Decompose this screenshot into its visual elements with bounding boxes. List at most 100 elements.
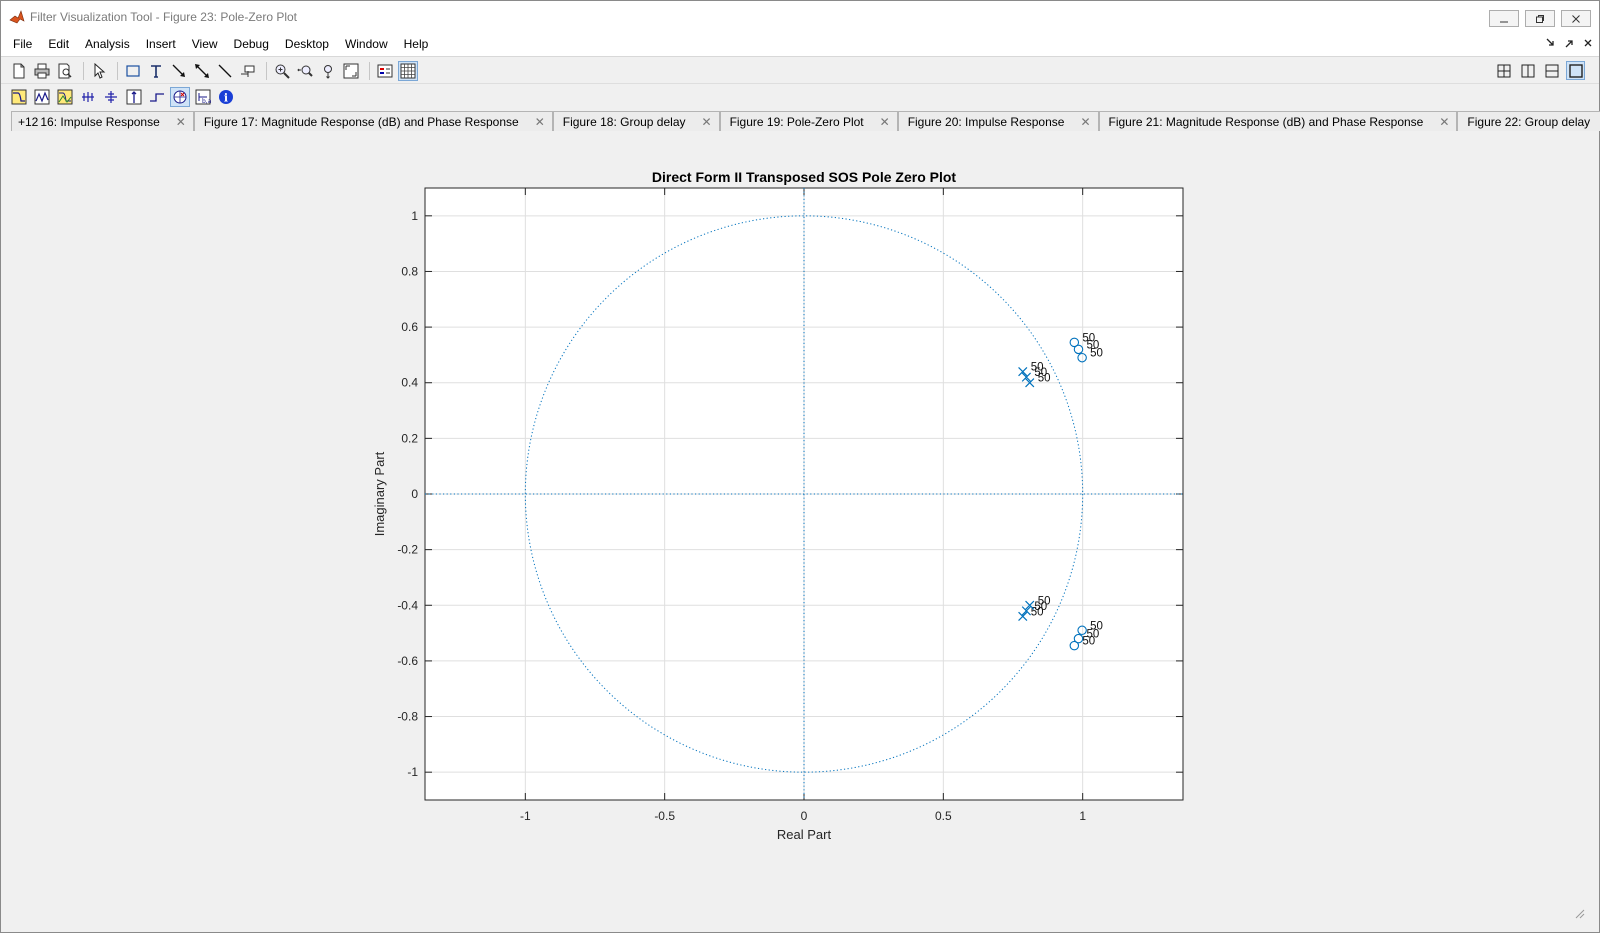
- group-delay-button[interactable]: [78, 87, 98, 107]
- zoom-x-button[interactable]: [295, 61, 315, 81]
- data-cursor-button[interactable]: [238, 61, 258, 81]
- new-figure-icon: [13, 63, 25, 78]
- menu-desktop[interactable]: Desktop: [284, 37, 329, 51]
- tab-label: Figure 19: Pole-Zero Plot: [729, 114, 864, 129]
- magnitude-phase-button[interactable]: [55, 87, 75, 107]
- fvtool-analysis-toolbar: b,a i: [1, 84, 1599, 110]
- svg-text:b,a: b,a: [202, 98, 211, 105]
- y-tick-label: -1: [407, 765, 418, 779]
- insert-double-arrow-button[interactable]: [192, 61, 212, 81]
- menu-close-icon[interactable]: [1583, 37, 1593, 49]
- filter-info-button[interactable]: i: [216, 87, 236, 107]
- restore-button[interactable]: [1525, 10, 1555, 27]
- x-tick-label: 1: [1079, 809, 1086, 823]
- tab-close-icon[interactable]: ✕: [1439, 114, 1450, 129]
- phase-response-button[interactable]: [32, 87, 52, 107]
- print-preview-button[interactable]: [55, 61, 75, 81]
- print-button[interactable]: [32, 61, 52, 81]
- zero-marker: [1077, 625, 1087, 636]
- zero-marker: [1073, 633, 1084, 644]
- tab-close-icon[interactable]: ✕: [1080, 114, 1091, 129]
- menu-analysis[interactable]: Analysis: [85, 37, 130, 51]
- zero-multiplicity-label: 50: [1086, 629, 1099, 641]
- plot-title: Direct Form II Transposed SOS Pole Zero …: [652, 169, 957, 185]
- print-preview-icon: [58, 63, 72, 78]
- phase-response-icon: [34, 89, 50, 105]
- title-bar: Filter Visualization Tool - Figure 23: P…: [1, 1, 1599, 32]
- close-button[interactable]: [1561, 10, 1591, 27]
- maximize-layout-button[interactable]: [1566, 61, 1585, 80]
- x-tick-label: -0.5: [654, 809, 675, 823]
- menu-help[interactable]: Help: [403, 37, 429, 51]
- tab-figure-22[interactable]: Figure 22: Group delay ✕: [1457, 111, 1600, 131]
- zoom-fit-icon: [343, 63, 359, 78]
- menu-view[interactable]: View: [191, 37, 218, 51]
- y-tick-label: 0.6: [401, 320, 418, 334]
- tab-figure-18[interactable]: Figure 18: Group delay ✕: [552, 111, 720, 131]
- insert-line-button[interactable]: [215, 61, 235, 81]
- hidden-tabs-count[interactable]: +12: [18, 114, 39, 129]
- tab-close-icon[interactable]: ✕: [701, 114, 712, 129]
- menu-file[interactable]: File: [13, 37, 33, 51]
- zoom-out-icon: [297, 65, 313, 77]
- pan-icon: [324, 64, 332, 79]
- resize-grip-icon[interactable]: [1575, 909, 1585, 919]
- phase-delay-icon: [105, 91, 117, 103]
- insert-rectangle-button[interactable]: [123, 61, 143, 81]
- impulse-response-button[interactable]: [124, 87, 144, 107]
- legend-button[interactable]: [375, 61, 395, 81]
- menu-edit[interactable]: Edit: [48, 37, 70, 51]
- menu-window[interactable]: Window: [344, 37, 388, 51]
- tab-close-icon[interactable]: ✕: [534, 114, 545, 129]
- y-tick-label: 0: [411, 487, 418, 501]
- tab-figure-17[interactable]: Figure 17: Magnitude Response (dB) and P…: [193, 111, 553, 131]
- minimize-button[interactable]: [1489, 10, 1519, 27]
- new-figure-button[interactable]: [9, 61, 29, 81]
- zero-marker: [1077, 352, 1087, 363]
- tab-close-icon[interactable]: ✕: [879, 114, 890, 129]
- y-tick-label: 0.2: [401, 431, 418, 445]
- tab-figure-21[interactable]: Figure 21: Magnitude Response (dB) and P…: [1098, 111, 1458, 131]
- fit-view-button[interactable]: [341, 61, 361, 81]
- pole-marker: [1021, 606, 1032, 616]
- menu-insert[interactable]: Insert: [145, 37, 176, 51]
- single-pane-icon: [1568, 63, 1583, 78]
- pole-multiplicity-label: 50: [1034, 601, 1047, 613]
- undock-arrow-icon[interactable]: [1564, 37, 1574, 49]
- insert-arrow-button[interactable]: [169, 61, 189, 81]
- zero-multiplicity-label: 50: [1082, 332, 1095, 344]
- pole-marker: [1025, 378, 1035, 388]
- dock-arrow-icon[interactable]: [1545, 37, 1555, 49]
- unit-circle: [524, 215, 1084, 773]
- tile-grid-button[interactable]: [1494, 61, 1513, 80]
- step-response-button[interactable]: [147, 87, 167, 107]
- group-delay-icon: [82, 92, 94, 102]
- tab-figure-20[interactable]: Figure 20: Impulse Response ✕: [897, 111, 1099, 131]
- insert-text-button[interactable]: [146, 61, 166, 81]
- tab-label: 16: Impulse Response: [40, 114, 160, 129]
- svg-text:i: i: [224, 92, 228, 105]
- zoom-in-button[interactable]: [272, 61, 292, 81]
- edit-plot-button[interactable]: [89, 61, 109, 81]
- y-tick-label: -0.6: [397, 654, 418, 668]
- tile-rows-button[interactable]: [1542, 61, 1561, 80]
- pole-multiplicity-label: 50: [1034, 367, 1047, 379]
- tab-label: Figure 17: Magnitude Response (dB) and P…: [203, 114, 519, 129]
- y-axis-label: Imaginary Part: [372, 451, 387, 536]
- print-icon: [34, 63, 50, 78]
- magnitude-response-button[interactable]: [9, 87, 29, 107]
- pole-marker: [1018, 611, 1028, 622]
- tile-columns-button[interactable]: [1518, 61, 1537, 80]
- pole-zero-button[interactable]: [170, 87, 190, 107]
- menu-bar: File Edit Analysis Insert View Debug Des…: [1, 32, 1599, 57]
- tab-figure-16[interactable]: +12 16: Impulse Response ✕: [11, 111, 194, 131]
- zoom-y-button[interactable]: [318, 61, 338, 81]
- pole-zero-plot[interactable]: -1 -0.5 0 0.5 1 -1 -0.8 -0.6 -0.4 -0.2 0 0.2 0.4 0.6 0…: [11, 132, 1591, 925]
- menu-debug[interactable]: Debug: [233, 37, 269, 51]
- pole-marker: [1021, 372, 1032, 382]
- grid-button[interactable]: [398, 60, 418, 81]
- phase-delay-button[interactable]: [101, 87, 121, 107]
- tab-figure-19[interactable]: Figure 19: Pole-Zero Plot ✕: [719, 111, 898, 131]
- tab-close-icon[interactable]: ✕: [175, 114, 186, 129]
- filter-coefficients-button[interactable]: b,a: [193, 87, 213, 107]
